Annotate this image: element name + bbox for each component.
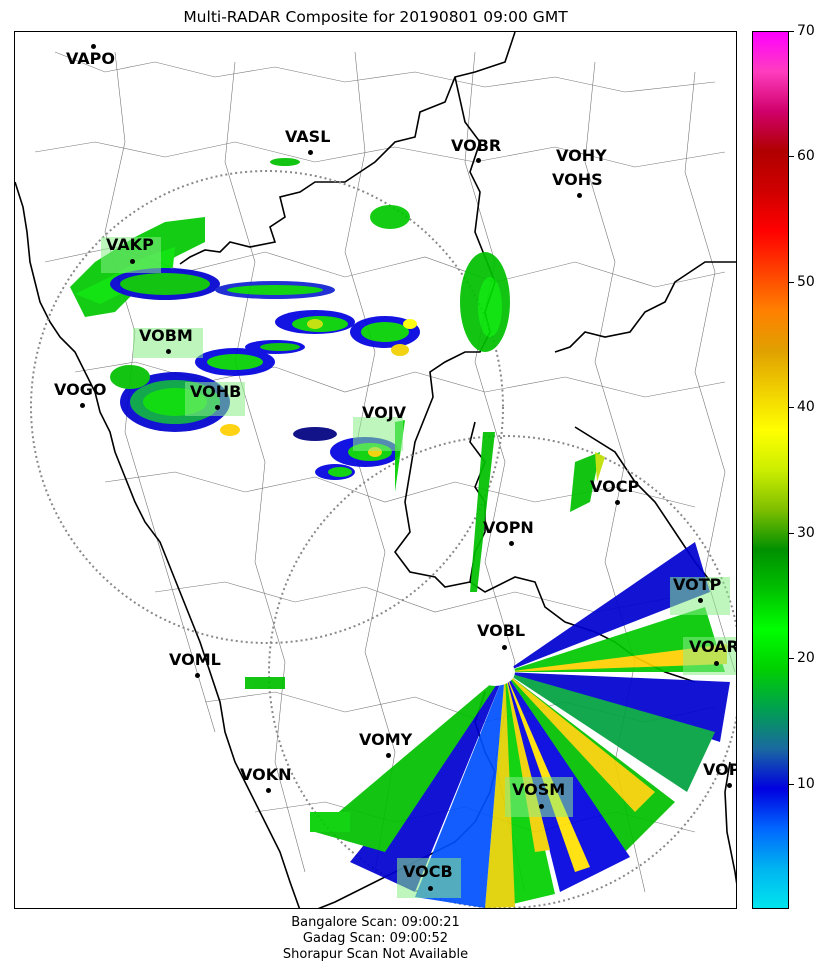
district-boundaries bbox=[34, 51, 736, 893]
shorapur-scan-status: Shorapur Scan Not Available bbox=[282, 947, 469, 962]
station-label-vohy[interactable]: VOHY bbox=[556, 146, 607, 165]
station-label-voml[interactable]: VOML bbox=[169, 650, 221, 669]
station-label-vomy[interactable]: VOMY bbox=[359, 730, 413, 749]
station-dot-vapo bbox=[91, 44, 96, 49]
station-highlights bbox=[101, 237, 736, 898]
bangalore-echoes bbox=[245, 420, 730, 908]
station-label-vohb[interactable]: VOHB bbox=[190, 382, 242, 401]
station-dot-voml bbox=[195, 673, 200, 678]
colorbar-tick bbox=[789, 31, 794, 32]
colorbar-tick-label: 30 bbox=[797, 524, 815, 541]
colorbar-tick bbox=[789, 532, 794, 534]
station-label-vocb[interactable]: VOCB bbox=[403, 862, 453, 881]
station-label-vogo[interactable]: VOGO bbox=[54, 380, 107, 399]
station-label-vakp[interactable]: VAKP bbox=[106, 235, 154, 254]
colorbar-tick-label: 70 bbox=[797, 23, 815, 39]
station-dot-vobr bbox=[476, 158, 481, 163]
station-label-vocp[interactable]: VOCP bbox=[590, 477, 640, 496]
station-dot-vobm bbox=[166, 349, 171, 354]
colorbar-tick bbox=[789, 658, 794, 660]
colorbar-tick-label: 10 bbox=[797, 775, 815, 792]
station-label-vasl[interactable]: VASL bbox=[285, 127, 331, 146]
station-label-vapo[interactable]: VAPO bbox=[66, 49, 116, 68]
station-dot-vobl bbox=[502, 645, 507, 650]
gadag-range-ring bbox=[30, 170, 504, 644]
station-label-vobr[interactable]: VOBR bbox=[451, 136, 502, 155]
colorbar-tick-label: 60 bbox=[797, 148, 815, 165]
station-dot-vopc bbox=[727, 783, 732, 788]
colorbar-tick bbox=[789, 156, 794, 158]
reflectivity-colorbar bbox=[752, 31, 789, 909]
station-dot-vopn bbox=[509, 541, 514, 546]
colorbar-tick bbox=[789, 407, 794, 409]
colorbar-tick-label: 20 bbox=[797, 650, 815, 667]
gadag-scan-time: Gadag Scan: 09:00:52 bbox=[302, 931, 449, 946]
station-dot-vasl bbox=[308, 150, 313, 155]
station-label-voar[interactable]: VOAR bbox=[689, 637, 737, 656]
station-dot-vosm bbox=[539, 804, 544, 809]
station-label-vokn[interactable]: VOKN bbox=[240, 765, 292, 784]
bangalore-scan-time: Bangalore Scan: 09:00:21 bbox=[291, 915, 460, 930]
colorbar-tick bbox=[789, 281, 794, 283]
station-label-vopc[interactable]: VOPC bbox=[703, 760, 736, 779]
station-label-vohs[interactable]: VOHS bbox=[552, 170, 603, 189]
colorbar-tick bbox=[789, 783, 794, 785]
colorbar-tick-label: 50 bbox=[797, 273, 815, 290]
radar-map-canvas bbox=[15, 32, 736, 908]
station-label-vobm[interactable]: VOBM bbox=[139, 326, 193, 345]
station-dot-voar bbox=[714, 661, 719, 666]
station-dot-vomy bbox=[386, 753, 391, 758]
scan-times-footer: Bangalore Scan: 09:00:21 Gadag Scan: 09:… bbox=[0, 915, 751, 963]
station-dot-vokn bbox=[266, 788, 271, 793]
bangalore-range-ring bbox=[268, 435, 736, 908]
map-title: Multi-RADAR Composite for 20190801 09:00… bbox=[183, 8, 568, 26]
station-dot-vohb bbox=[215, 405, 220, 410]
station-dot-vogo bbox=[80, 403, 85, 408]
station-label-vobl[interactable]: VOBL bbox=[477, 621, 526, 640]
station-label-vojv[interactable]: VOJV bbox=[362, 403, 407, 422]
station-dot-vocp bbox=[615, 500, 620, 505]
station-dot-vohs bbox=[577, 193, 582, 198]
station-dot-vocb bbox=[428, 886, 433, 891]
station-label-votp[interactable]: VOTP bbox=[673, 575, 722, 594]
station-dot-votp bbox=[698, 598, 703, 603]
station-label-vopn[interactable]: VOPN bbox=[483, 518, 534, 537]
gadag-echoes bbox=[70, 158, 510, 480]
colorbar-tick-label: 40 bbox=[797, 399, 815, 416]
station-label-vosm[interactable]: VOSM bbox=[512, 780, 566, 799]
station-dot-vakp bbox=[130, 259, 135, 264]
radar-map[interactable]: VAPO VASL VOBR VOHY VOHS VAKP VOBM VOGO … bbox=[14, 31, 737, 909]
